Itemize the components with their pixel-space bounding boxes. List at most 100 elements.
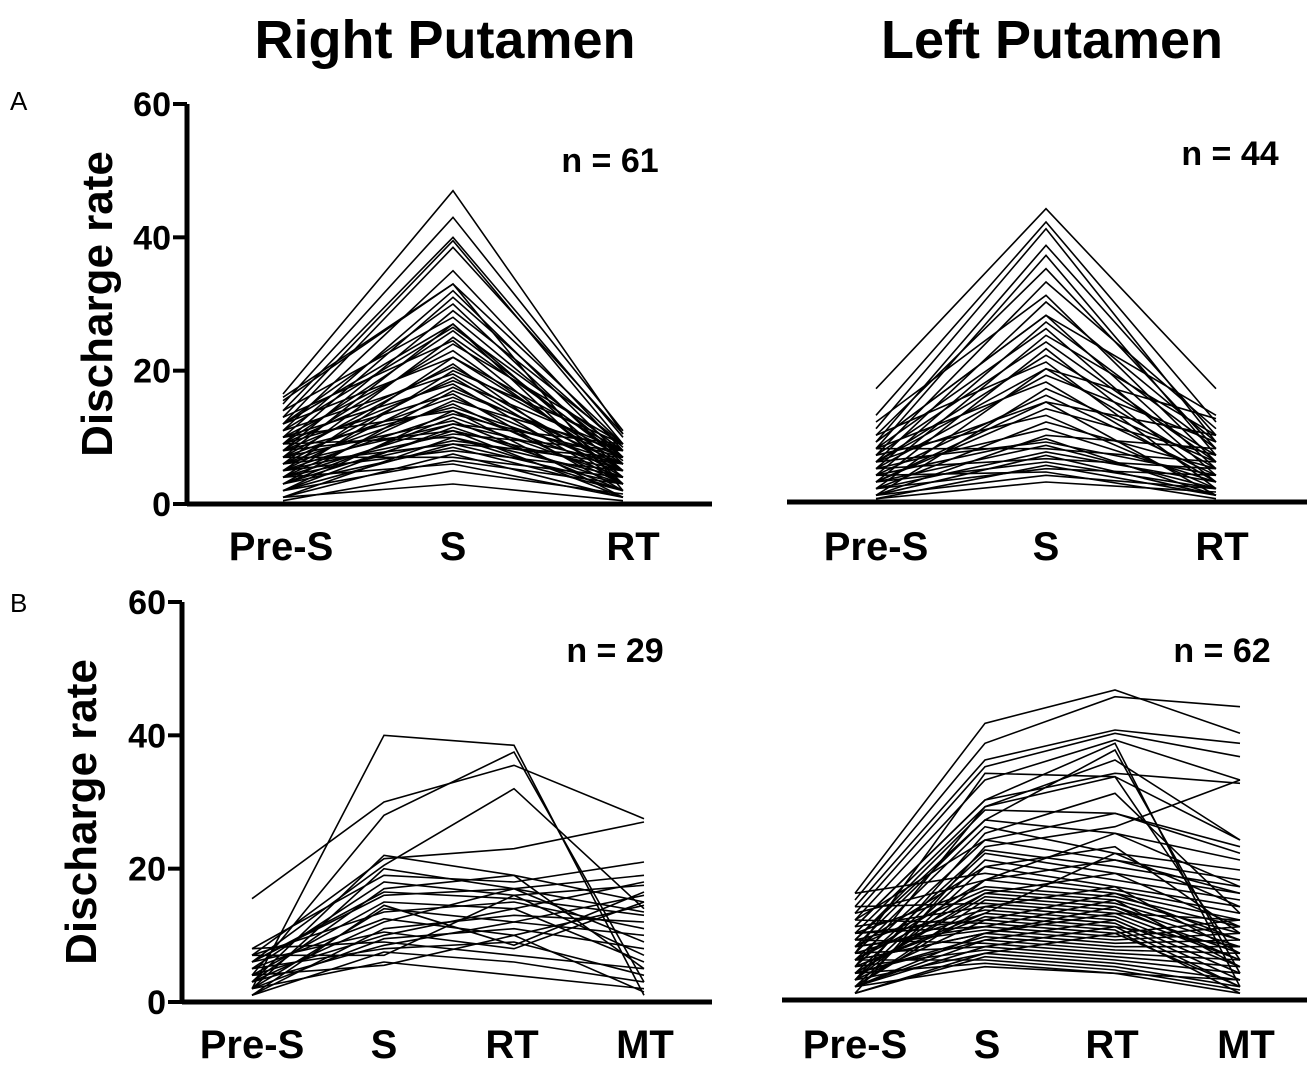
x-tick-label-rt: RT: [1195, 525, 1248, 569]
unit-trace-35: [854, 939, 1241, 961]
unit-trace-26: [875, 421, 1217, 490]
unit-trace-36: [854, 945, 1241, 968]
unit-trace-11: [854, 839, 1241, 961]
unit-trace-60: [854, 832, 1241, 981]
unit-trace-1: [282, 189, 624, 435]
unit-trace-29: [251, 891, 645, 996]
unit-trace-13: [251, 904, 645, 970]
unit-trace-12: [875, 327, 1217, 476]
unit-trace-21: [251, 941, 645, 977]
unit-trace-24: [875, 407, 1217, 483]
unit-trace-35: [875, 457, 1217, 470]
y-tick-label: 0: [147, 984, 166, 1022]
x-tick-label-rt: RT: [1085, 1023, 1138, 1066]
unit-trace-18: [854, 885, 1241, 935]
unit-trace-16: [854, 872, 1241, 915]
unit-trace-4: [854, 732, 1241, 914]
x-tick-label-pre-s: Pre-S: [200, 1023, 305, 1066]
unit-trace-8: [854, 809, 1241, 941]
unit-trace-44: [875, 481, 1217, 500]
chart-panel-a-left-putamen: Pre-S S RT n = 44: [787, 135, 1307, 569]
unit-trace-38: [875, 467, 1217, 490]
unit-trace-37: [282, 409, 624, 499]
unit-trace-31: [875, 444, 1217, 490]
column-title-right-putamen: Right Putamen: [254, 10, 635, 70]
x-tick-label-mt: MT: [616, 1023, 674, 1066]
unit-trace-32: [876, 447, 1217, 463]
y-tick-label: 60: [133, 86, 171, 124]
unit-trace-26: [251, 854, 645, 983]
unit-trace-48: [282, 436, 624, 492]
unit-trace-22: [251, 951, 645, 997]
unit-trace-1: [875, 207, 1217, 390]
unit-trace-58: [854, 932, 1241, 995]
unit-trace-45: [282, 429, 624, 499]
unit-trace-39: [875, 471, 1217, 500]
unit-trace-26: [282, 376, 624, 478]
unit-trace-43: [282, 426, 624, 492]
unit-trace-27: [251, 891, 645, 963]
unit-trace-53: [282, 449, 624, 472]
unit-trace-4: [875, 244, 1217, 443]
unit-trace-40: [875, 474, 1217, 497]
unit-trace-1: [854, 689, 1241, 894]
row-label-a: A: [10, 86, 28, 116]
unit-trace-58: [282, 282, 624, 492]
unit-trace-8: [251, 874, 645, 983]
unit-trace-7: [875, 280, 1217, 456]
x-tick-label-s: S: [1033, 525, 1060, 569]
chart-panel-b-right-putamen: 0 20 40 60 Discharge rate Pre-S S RT MT n = 29: [57, 584, 712, 1066]
unit-trace-8: [282, 289, 624, 458]
unit-trace-61: [854, 852, 1241, 968]
unit-trace-57: [854, 925, 1241, 988]
unit-trace-25: [251, 934, 645, 993]
x-tick-label-rt: RT: [485, 1023, 538, 1066]
unit-trace-17: [282, 339, 624, 478]
unit-trace-24: [251, 961, 645, 990]
unit-trace-13: [854, 852, 1241, 974]
unit-trace-4: [282, 239, 624, 445]
unit-trace-2: [854, 695, 1241, 901]
y-tick-label: 60: [128, 584, 166, 622]
x-tick-label-mt: MT: [1217, 1023, 1275, 1066]
row-label-b: B: [10, 588, 27, 618]
unit-trace-46: [282, 433, 624, 472]
unit-trace-11: [251, 894, 645, 990]
x-tick-label-pre-s: Pre-S: [824, 525, 929, 569]
unit-trace-59: [854, 812, 1241, 921]
sample-size-annotation: n = 44: [1181, 135, 1278, 173]
unit-trace-34: [854, 939, 1241, 988]
unit-trace-55: [854, 912, 1241, 961]
unit-trace-60: [282, 469, 624, 502]
unit-trace-50: [854, 859, 1241, 961]
unit-trace-21: [875, 387, 1217, 496]
unit-trace-4: [251, 821, 645, 956]
y-tick-label: 40: [133, 219, 171, 257]
unit-trace-30: [282, 389, 624, 485]
y-tick-label: 20: [128, 851, 166, 889]
unit-trace-3: [854, 729, 1241, 908]
unit-trace-9: [282, 296, 624, 448]
unit-trace-41: [875, 314, 1217, 443]
unit-trace-7: [251, 881, 645, 970]
unit-trace-21: [282, 356, 624, 465]
chart-panel-b-left-putamen: Pre-S S RT MT n = 62: [782, 632, 1307, 1066]
unit-trace-11: [875, 320, 1217, 470]
unit-trace-29: [282, 386, 624, 472]
x-tick-label-pre-s: Pre-S: [803, 1023, 908, 1066]
sample-size-annotation: n = 61: [561, 142, 658, 180]
unit-trace-17: [875, 361, 1217, 490]
unit-trace-37: [875, 464, 1217, 500]
sample-size-annotation: n = 62: [1173, 632, 1270, 670]
unit-trace-28: [251, 867, 645, 990]
unit-trace-16: [282, 336, 624, 465]
unit-trace-56: [282, 459, 624, 492]
unit-trace-40: [282, 419, 624, 492]
y-tick-label: 0: [152, 486, 171, 524]
unit-trace-5: [251, 787, 645, 963]
unit-trace-5: [854, 739, 1241, 921]
unit-trace-14: [251, 887, 645, 983]
unit-trace-37: [854, 949, 1241, 975]
y-tick-label: 20: [133, 353, 171, 391]
